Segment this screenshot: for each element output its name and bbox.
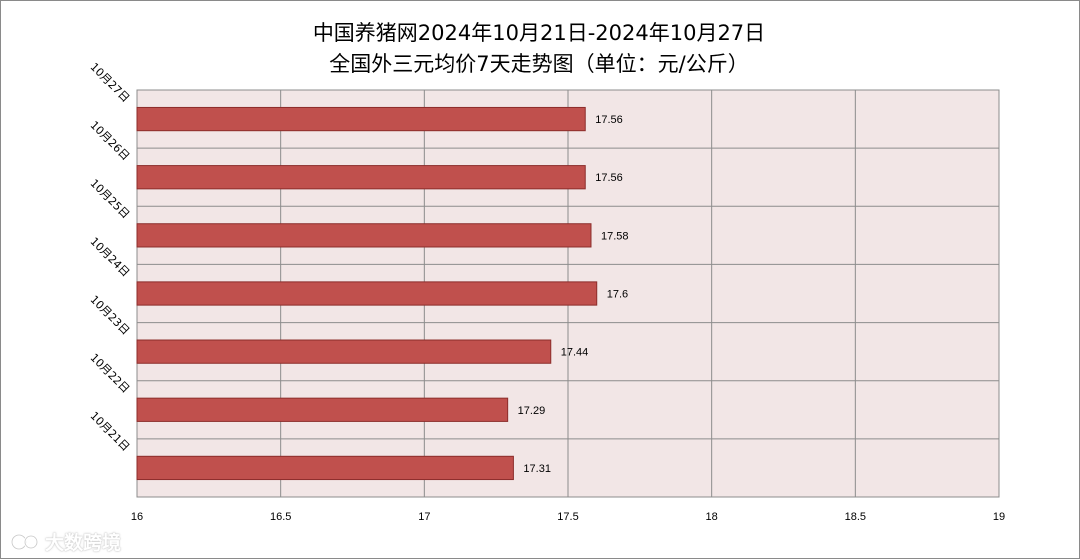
data-label: 17.44 [561,347,589,359]
x-tick-label: 18.5 [845,511,866,523]
data-label: 17.6 [607,289,628,301]
bar [136,281,598,306]
x-tick-label: 16.5 [270,511,291,523]
data-label: 17.29 [518,405,546,417]
category-label: 10月25日 [88,177,133,222]
bar [136,106,586,132]
category-label: 10月26日 [88,119,133,164]
category-label: 10月22日 [88,351,133,396]
bar [136,455,514,481]
bar [136,339,552,364]
category-label: 10月21日 [88,409,133,454]
data-label: 17.31 [523,463,551,475]
category-label: 10月23日 [88,293,133,338]
x-tick-label: 17 [418,511,430,523]
category-label: 10月27日 [88,60,133,105]
bar [136,397,509,422]
data-label: 17.58 [601,230,629,242]
bar [136,223,592,248]
x-tick-label: 17.5 [557,511,578,523]
x-tick-label: 18 [706,511,718,523]
watermark-text: 大数跨境 [45,532,122,554]
chart-title: 中国养猪网2024年10月21日-2024年10月27日 [313,21,765,45]
data-label: 17.56 [595,114,623,126]
chart-subtitle: 全国外三元均价7天走势图（单位：元/公斤） [329,52,748,76]
watermark: 大数跨境 [11,528,121,555]
data-label: 17.56 [595,172,623,184]
x-tick-label: 19 [993,511,1005,523]
bar [136,165,586,190]
category-label: 10月24日 [88,235,133,280]
x-tick-label: 16 [131,511,143,523]
brand-logo-icon [11,533,39,550]
